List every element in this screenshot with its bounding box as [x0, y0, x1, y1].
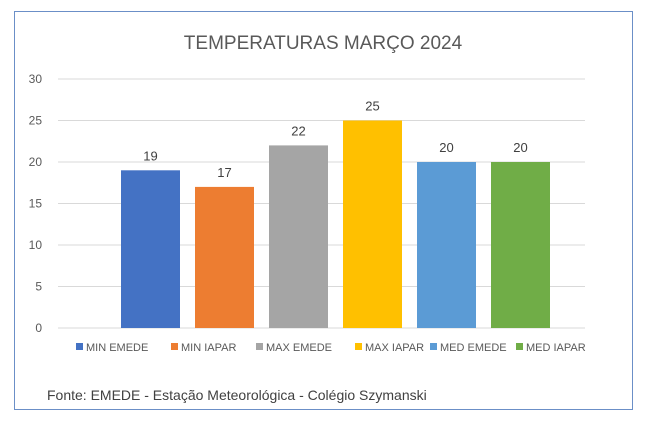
legend-item: MIN EMEDE	[86, 342, 148, 354]
y-tick-label: 5	[35, 280, 42, 294]
y-tick-label: 20	[29, 155, 43, 169]
legend: MIN EMEDE MIN IAPAR MAX EMEDE MAX IAPAR MED …	[76, 342, 586, 354]
bar-min-iapar	[195, 186, 254, 328]
legend-swatch	[256, 343, 263, 350]
bars	[121, 120, 550, 328]
legend-swatch	[355, 343, 362, 350]
legend-swatch	[430, 343, 437, 350]
bar-min-emede	[121, 170, 180, 328]
y-tick-label: 10	[29, 238, 43, 252]
legend-item: MED IAPAR	[526, 342, 586, 354]
data-label: 20	[513, 140, 527, 155]
y-tick-label: 0	[35, 321, 42, 335]
data-label: 20	[439, 140, 453, 155]
source-note: Fonte: EMEDE - Estação Meteorológica - C…	[47, 387, 427, 403]
legend-item: MIN IAPAR	[181, 342, 236, 354]
data-label: 22	[291, 123, 305, 138]
legend-swatch	[171, 343, 178, 350]
bar-max-emede	[269, 145, 328, 328]
legend-swatch	[516, 343, 523, 350]
legend-item: MAX IAPAR	[365, 342, 424, 354]
bar-med-emede	[417, 162, 476, 328]
legend-item: MED EMEDE	[440, 342, 507, 354]
legend-item: MAX EMEDE	[266, 342, 332, 354]
legend-swatch	[76, 343, 83, 350]
y-tick-label: 30	[29, 72, 43, 86]
data-label: 17	[217, 165, 231, 180]
bar-med-iapar	[491, 162, 550, 328]
data-label: 25	[365, 99, 379, 114]
chart-title: TEMPERATURAS MARÇO 2024	[184, 33, 463, 54]
y-tick-label: 25	[29, 114, 43, 128]
y-axis-ticks: 0 5 10 15 20 25 30	[29, 72, 43, 335]
data-label: 19	[143, 148, 157, 163]
y-tick-label: 15	[29, 197, 43, 211]
data-labels: 19 17 22 25 20 20	[143, 99, 527, 180]
bar-max-iapar	[343, 120, 402, 328]
